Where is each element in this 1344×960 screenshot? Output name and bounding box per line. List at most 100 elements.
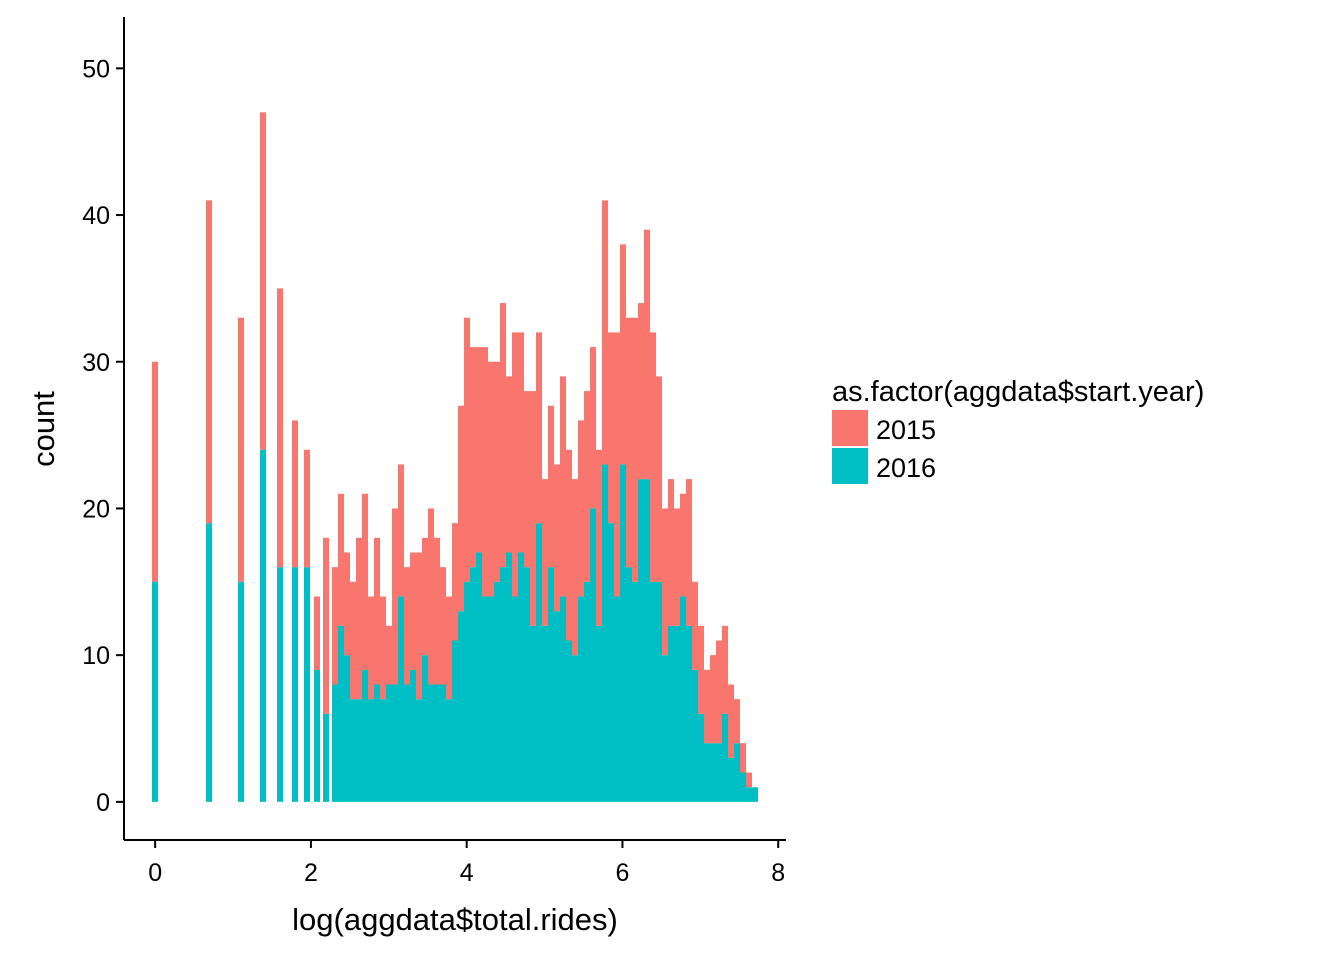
bar-2016 [380, 699, 386, 802]
bar-2015 [746, 772, 752, 788]
bar-2016 [362, 669, 368, 802]
bar-2015 [152, 361, 158, 582]
bar-2016 [488, 596, 494, 802]
bar-2016 [512, 596, 518, 802]
y-tick-label: 10 [82, 642, 110, 670]
bar-2015 [572, 479, 578, 656]
x-ticks: 0 2 4 6 8 [148, 840, 785, 887]
bar-2015 [728, 684, 734, 758]
bar-2016 [584, 581, 590, 802]
bar-2015 [740, 743, 746, 773]
bar-2015 [668, 479, 674, 626]
bar-2016 [638, 479, 644, 802]
bar-2016 [500, 567, 506, 802]
bar-2016 [422, 655, 428, 802]
bar-2015 [536, 332, 542, 524]
bar-2015 [458, 405, 464, 612]
bar-2015 [530, 391, 536, 626]
x-tick-label: 4 [460, 859, 474, 887]
bar-2016 [368, 699, 374, 802]
bar-2015 [632, 317, 638, 582]
bar-2016 [506, 552, 512, 802]
bar-2016 [524, 567, 530, 802]
bar-2015 [554, 464, 560, 612]
bar-2016 [446, 699, 452, 802]
bar-2015 [380, 596, 386, 700]
bar-2015 [494, 361, 500, 582]
bar-2015 [338, 493, 344, 626]
bar-2015 [482, 347, 488, 597]
bar-2015 [590, 347, 596, 509]
bar-2016 [566, 640, 572, 802]
bar-2015 [686, 479, 692, 626]
bar-2015 [524, 391, 530, 568]
bar-2015 [620, 244, 626, 465]
bar-2015 [614, 332, 620, 597]
bar-2016 [452, 640, 458, 802]
y-tick-label: 30 [82, 349, 110, 377]
bar-2015 [704, 669, 710, 744]
bar-2015 [452, 523, 458, 641]
bar-2016 [314, 669, 320, 802]
bar-2016 [292, 567, 298, 802]
bar-2016 [578, 596, 584, 802]
bar-2016 [740, 772, 746, 802]
bar-2015 [386, 625, 392, 685]
legend-label-2015: 2015 [876, 415, 936, 445]
bar-2016 [470, 567, 476, 802]
bar-2016 [602, 464, 608, 802]
bar-2015 [566, 449, 572, 641]
bar-2015 [362, 493, 368, 670]
bar-2016 [722, 713, 728, 802]
y-tick-label: 0 [96, 789, 110, 817]
bar-2015 [323, 537, 329, 714]
x-axis-title: log(aggdata$total.rides) [292, 902, 618, 937]
bar-2015 [602, 200, 608, 465]
bar-2016 [323, 713, 329, 802]
bar-2016 [644, 479, 650, 802]
bars-layer [152, 112, 758, 802]
y-tick-label: 50 [82, 55, 110, 83]
bar-2016 [440, 684, 446, 802]
bar-2015 [277, 288, 283, 568]
bar-2016 [464, 581, 470, 802]
bar-2015 [356, 537, 362, 700]
bar-2015 [206, 200, 212, 524]
bar-2015 [434, 537, 440, 685]
bar-2016 [386, 684, 392, 802]
bar-2015 [404, 567, 410, 685]
bar-2015 [722, 625, 728, 714]
bar-2015 [698, 625, 704, 714]
bar-2015 [506, 376, 512, 553]
bar-2015 [476, 347, 482, 553]
bar-2015 [304, 449, 310, 568]
bar-2015 [428, 508, 434, 685]
bar-2015 [392, 508, 398, 685]
bar-2016 [428, 684, 434, 802]
bar-2016 [416, 699, 422, 802]
legend-swatch-2015 [832, 410, 868, 446]
legend-label-2016: 2016 [876, 453, 936, 483]
bar-2015 [500, 303, 506, 568]
bar-2015 [422, 537, 428, 656]
bar-2016 [206, 523, 212, 802]
bar-2016 [152, 581, 158, 802]
bar-2016 [614, 596, 620, 802]
bar-2016 [277, 567, 283, 802]
bar-2015 [440, 567, 446, 685]
bar-2016 [716, 743, 722, 802]
bar-2016 [530, 625, 536, 802]
x-tick-label: 6 [615, 859, 629, 887]
legend: as.factor(aggdata$start.year) 2015 2016 [832, 376, 1204, 484]
bar-2016 [344, 655, 350, 802]
bar-2016 [410, 669, 416, 802]
bar-2016 [332, 684, 338, 802]
bar-2016 [668, 625, 674, 802]
bar-2016 [260, 449, 266, 802]
bar-2015 [292, 420, 298, 568]
bar-2015 [332, 567, 338, 685]
bar-2016 [238, 581, 244, 802]
bar-2015 [596, 449, 602, 626]
bar-2016 [482, 596, 488, 802]
bar-2016 [686, 625, 692, 802]
